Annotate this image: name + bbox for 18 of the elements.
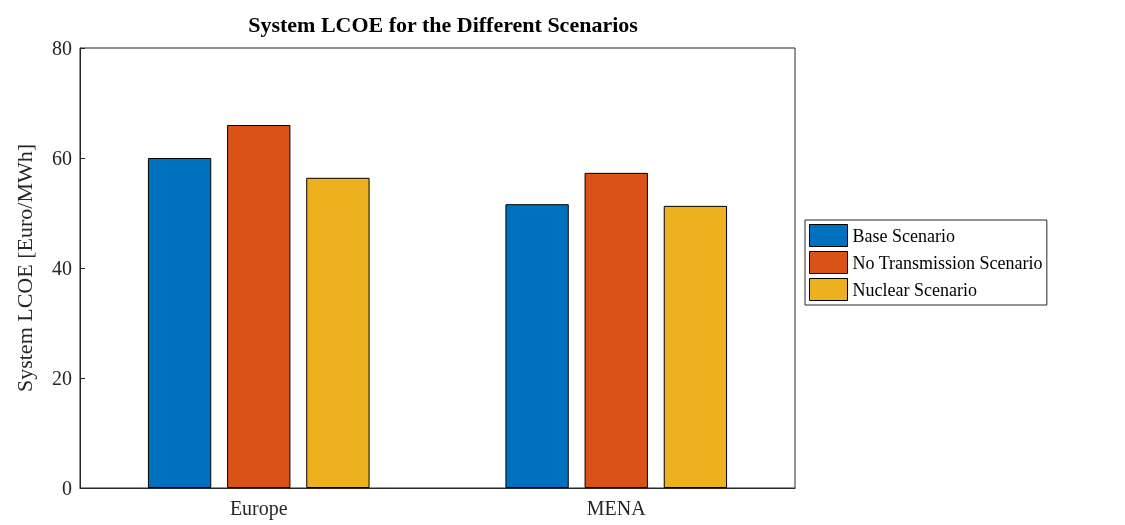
bar bbox=[584, 172, 648, 488]
y-axis-title: System LCOE [Euro/MWh] bbox=[11, 143, 37, 393]
y-tick-label: 40 bbox=[52, 257, 72, 279]
y-tick-label: 20 bbox=[52, 367, 72, 389]
x-tick-label: Europe bbox=[229, 497, 288, 520]
bar bbox=[147, 158, 212, 488]
bar bbox=[505, 204, 569, 488]
legend-label: Base Scenario bbox=[852, 225, 955, 246]
y-tick-label: 0 bbox=[62, 477, 72, 499]
y-tick-label: 80 bbox=[52, 37, 72, 59]
legend-label: No Transmission Scenario bbox=[852, 252, 1043, 273]
legend-label: Nuclear Scenario bbox=[852, 279, 977, 300]
bar bbox=[663, 205, 728, 488]
bar bbox=[306, 177, 370, 488]
bar bbox=[227, 125, 291, 488]
chart-title: System LCOE for the Different Scenarios bbox=[248, 11, 639, 37]
y-tick-label: 60 bbox=[52, 147, 72, 169]
x-tick-label: MENA bbox=[586, 497, 647, 519]
